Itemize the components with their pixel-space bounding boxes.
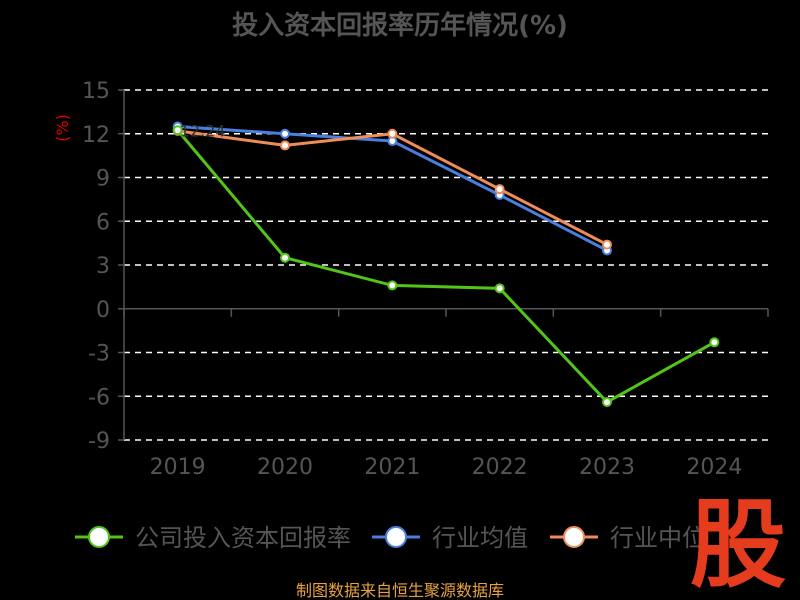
series-line — [177, 129, 608, 246]
data-point — [280, 140, 290, 151]
data-point — [494, 184, 505, 195]
legend-item-2[interactable]: 行业中位 — [550, 524, 706, 552]
series-0 — [172, 125, 720, 408]
legend-marker — [563, 526, 585, 548]
x-tick-label: 2022 — [472, 455, 528, 480]
brand-logo: 股 — [690, 489, 786, 600]
axes — [118, 89, 769, 441]
x-tick-label: 2019 — [150, 455, 206, 480]
y-tick-label: 6 — [96, 210, 110, 235]
legend-label: 公司投入资本回报率 — [135, 524, 351, 552]
data-point — [709, 337, 720, 348]
data-point — [172, 125, 183, 136]
data-point — [494, 283, 505, 294]
legend-marker — [88, 526, 110, 548]
legend-item-1[interactable]: 行业均值 — [372, 524, 528, 552]
legend-label: 行业均值 — [432, 524, 528, 552]
series-line — [176, 129, 716, 404]
y-tick-label: 0 — [96, 298, 110, 323]
legend-marker — [385, 526, 407, 548]
y-tick-label: 9 — [96, 167, 110, 192]
y-tick-label: 15 — [82, 79, 110, 104]
data-point — [280, 128, 290, 139]
data-point — [387, 280, 398, 291]
x-tick-label: 2020 — [257, 455, 313, 480]
data-point — [387, 128, 398, 139]
series-2 — [172, 125, 612, 250]
y-tick-labels: 15 12 9 6 3 0 -3 -6 -9 — [82, 79, 110, 454]
x-tick-label: 2023 — [579, 455, 635, 480]
x-tick-label: 2024 — [686, 455, 742, 480]
legend-item-0[interactable]: 公司投入资本回报率 — [75, 524, 351, 552]
source-note: 制图数据来自恒生聚源数据库 — [296, 581, 504, 600]
data-point — [602, 397, 612, 408]
data-point — [602, 239, 612, 250]
y-tick-label: 12 — [82, 123, 110, 148]
series-lines: 12.24 — [172, 121, 720, 408]
series-1 — [172, 121, 612, 256]
y-tick-label: -3 — [88, 342, 110, 367]
chart-title: 投入资本回报率历年情况(%) — [232, 10, 568, 41]
legend-label: 行业中位 — [610, 524, 706, 552]
x-tick-labels: 2019 2020 2021 2022 2023 2024 — [150, 455, 743, 480]
x-tick-label: 2021 — [364, 455, 420, 480]
y-tick-label: -9 — [88, 429, 110, 454]
legend: 公司投入资本回报率 行业均值 行业中位 — [75, 524, 706, 552]
grid-lines — [124, 89, 768, 441]
y-tick-label: -6 — [88, 385, 110, 410]
y-tick-label: 3 — [96, 254, 110, 279]
data-label: 12.24 — [180, 121, 226, 140]
y-axis-label: (%) — [53, 114, 72, 142]
data-point — [280, 252, 290, 263]
